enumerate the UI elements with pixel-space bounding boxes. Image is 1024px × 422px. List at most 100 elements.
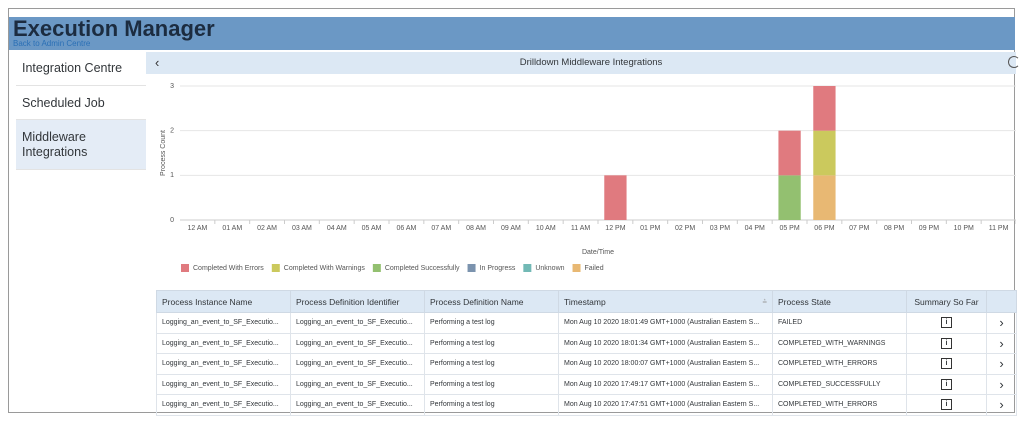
y-tick-label: 3 bbox=[170, 83, 174, 90]
table-cell: Performing a test log bbox=[424, 332, 559, 354]
x-tick-label: 02 PM bbox=[675, 225, 695, 232]
summary-cell: i bbox=[906, 394, 987, 416]
table-cell: COMPLETED_WITH_ERRORS bbox=[772, 353, 907, 375]
column-header: Process Definition Name bbox=[424, 290, 559, 313]
info-icon[interactable]: i bbox=[941, 358, 952, 370]
summary-cell: i bbox=[906, 373, 987, 395]
bar-segment bbox=[813, 175, 836, 220]
x-tick-label: 04 PM bbox=[745, 225, 765, 232]
table-cell: Mon Aug 10 2020 17:49:17 GMT+1000 (Austr… bbox=[558, 373, 773, 395]
refresh-icon[interactable] bbox=[1008, 56, 1020, 68]
bar-segment bbox=[813, 86, 836, 131]
back-button[interactable]: ‹ bbox=[155, 55, 160, 70]
legend-swatch bbox=[467, 264, 476, 272]
x-tick-label: 10 AM bbox=[536, 225, 556, 232]
chart: Process Count Date/Time 0 1 2 3 12 AM 01 AM 02… bbox=[160, 83, 1016, 272]
summary-cell: i bbox=[906, 353, 987, 375]
x-tick-label: 02 AM bbox=[257, 225, 277, 232]
info-icon[interactable]: i bbox=[941, 378, 952, 390]
table-row: Logging_an_event_to_SF_Executio... Loggin… bbox=[156, 332, 1017, 354]
legend-label: Unknown bbox=[535, 265, 564, 272]
table-row: Logging_an_event_to_SF_Executio... Loggin… bbox=[156, 353, 1017, 375]
x-tick-label: 09 PM bbox=[919, 225, 939, 232]
legend-swatch bbox=[372, 264, 381, 272]
info-icon[interactable]: i bbox=[941, 337, 952, 349]
legend-swatch bbox=[523, 264, 532, 272]
table-row: Logging_an_event_to_SF_Executio... Loggin… bbox=[156, 394, 1017, 416]
legend-swatch bbox=[572, 264, 581, 272]
panel-header bbox=[146, 52, 1016, 74]
back-link[interactable]: Back to Admin Centre bbox=[13, 39, 91, 48]
legend-swatch bbox=[271, 264, 280, 272]
table-cell: Performing a test log bbox=[424, 394, 559, 416]
row-nav[interactable]: › bbox=[986, 332, 1017, 354]
x-tick-label: 12 PM bbox=[605, 225, 625, 232]
x-tick-label: 01 AM bbox=[222, 225, 242, 232]
row-nav[interactable]: › bbox=[986, 312, 1017, 334]
info-icon[interactable]: i bbox=[941, 399, 952, 411]
legend-swatch bbox=[181, 264, 189, 272]
filter-icon: ⩮ bbox=[762, 296, 767, 306]
table-cell: COMPLETED_WITH_ERRORS bbox=[772, 394, 907, 416]
x-tick-label: 01 PM bbox=[640, 225, 660, 232]
bar-segment bbox=[604, 175, 627, 220]
x-tick-label: 06 AM bbox=[396, 225, 416, 232]
row-nav[interactable]: › bbox=[986, 353, 1017, 375]
legend-label: In Progress bbox=[480, 265, 516, 272]
x-tick-label: 11 AM bbox=[571, 225, 590, 232]
sidebar: Integration Centre Scheduled Job Middlew… bbox=[16, 50, 146, 414]
table-cell: Logging_an_event_to_SF_Executio... bbox=[290, 312, 425, 334]
header-bar bbox=[9, 17, 1015, 50]
legend-label: Failed bbox=[585, 265, 604, 272]
row-nav[interactable]: › bbox=[986, 373, 1017, 395]
bar-segment bbox=[778, 130, 801, 176]
panel-title: Drilldown Middleware Integrations bbox=[519, 57, 663, 68]
y-tick-label: 2 bbox=[170, 128, 174, 135]
nav-item[interactable]: Scheduled Job bbox=[16, 86, 146, 120]
table-cell: Logging_an_event_to_SF_Executio... bbox=[156, 312, 291, 334]
nav-item[interactable]: Integration Centre bbox=[16, 50, 146, 86]
header-row: Process Instance Name Process Definition … bbox=[156, 290, 1017, 313]
x-tick-label: 05 PM bbox=[779, 225, 799, 232]
row-nav[interactable]: › bbox=[986, 394, 1017, 416]
x-axis-label: Date/Time bbox=[582, 249, 614, 256]
info-icon[interactable]: i bbox=[941, 317, 952, 329]
process-table: Process Instance Name Process Definition … bbox=[156, 290, 1017, 416]
table-cell: Performing a test log bbox=[424, 373, 559, 395]
legend-label: Completed With Warnings bbox=[284, 265, 366, 272]
table-row: Logging_an_event_to_SF_Executio... Loggin… bbox=[156, 373, 1017, 395]
x-tick-label: 09 AM bbox=[501, 225, 521, 232]
legend-label: Completed Successfully bbox=[385, 265, 460, 272]
y-tick-label: 1 bbox=[170, 172, 174, 179]
table-cell: Mon Aug 10 2020 18:01:34 GMT+1000 (Austr… bbox=[558, 332, 773, 354]
page-title: Execution Manager bbox=[13, 16, 215, 41]
x-tick-label: 07 PM bbox=[849, 225, 869, 232]
x-tick-label: 10 PM bbox=[954, 225, 974, 232]
table-cell: Logging_an_event_to_SF_Executio... bbox=[156, 353, 291, 375]
column-header: Process Definition Identifier bbox=[290, 290, 425, 313]
table-cell: Mon Aug 10 2020 17:47:51 GMT+1000 (Austr… bbox=[558, 394, 773, 416]
x-tick-label: 05 AM bbox=[362, 225, 382, 232]
bar-segment bbox=[778, 175, 801, 220]
x-tick-label: 03 AM bbox=[292, 225, 312, 232]
table-cell: FAILED bbox=[772, 312, 907, 334]
table-cell: Mon Aug 10 2020 18:00:07 GMT+1000 (Austr… bbox=[558, 353, 773, 375]
y-tick-label: 0 bbox=[170, 217, 174, 224]
table-cell: Logging_an_event_to_SF_Executio... bbox=[290, 353, 425, 375]
bar-segment bbox=[813, 130, 836, 176]
x-tick-label: 04 AM bbox=[327, 225, 347, 232]
table-cell: Logging_an_event_to_SF_Executio... bbox=[290, 332, 425, 354]
column-header-empty bbox=[986, 290, 1017, 313]
x-tick-label: 11 PM bbox=[989, 225, 1009, 232]
table-cell: Logging_an_event_to_SF_Executio... bbox=[290, 373, 425, 395]
table-cell: Performing a test log bbox=[424, 353, 559, 375]
legend-label: Completed With Errors bbox=[193, 265, 264, 272]
y-axis-label: Process Count bbox=[160, 130, 167, 176]
table-cell: Logging_an_event_to_SF_Executio... bbox=[156, 394, 291, 416]
column-header: Process Instance Name bbox=[156, 290, 291, 313]
x-tick-label: 03 PM bbox=[710, 225, 730, 232]
table-cell: Mon Aug 10 2020 18:01:49 GMT+1000 (Austr… bbox=[558, 312, 773, 334]
x-tick-label: 06 PM bbox=[814, 225, 834, 232]
table-cell: Logging_an_event_to_SF_Executio... bbox=[290, 394, 425, 416]
nav-item-selected[interactable]: Middleware Integrations bbox=[16, 120, 146, 170]
